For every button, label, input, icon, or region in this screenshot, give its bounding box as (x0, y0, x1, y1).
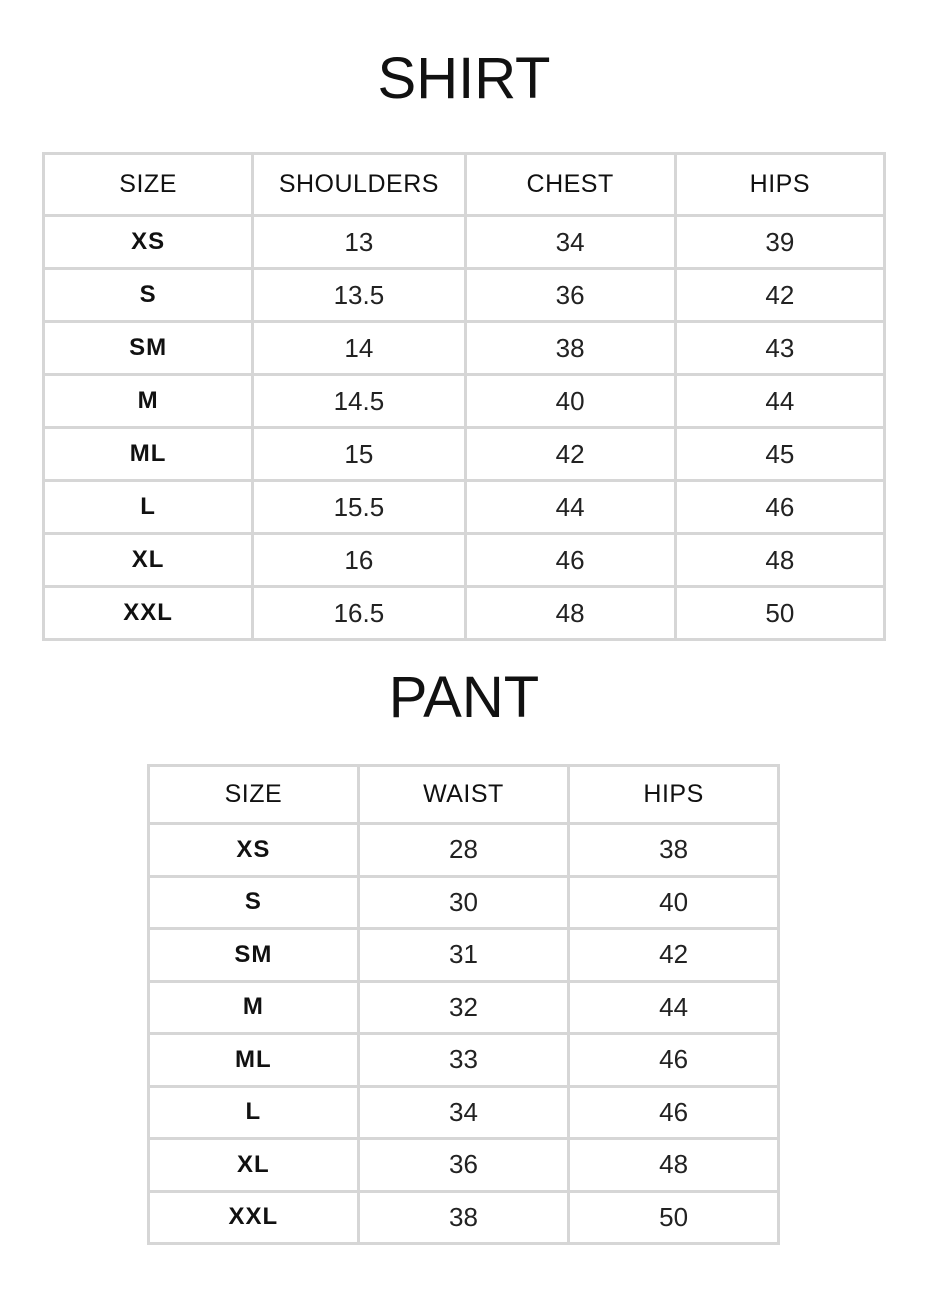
size-cell: SM (41, 320, 255, 376)
measurement-cell: 50 (673, 585, 887, 641)
shirt-size-table: SIZE SHOULDERS CHEST HIPS XS 13 34 39 S 13.5 36 42 S… (41, 152, 887, 641)
measurement-cell: 16 (251, 532, 467, 588)
measurement-cell: 48 (463, 585, 677, 641)
measurement-cell: 44 (567, 979, 780, 1035)
table-row: XS 13 34 39 (41, 214, 887, 270)
size-cell: M (147, 979, 360, 1035)
measurement-cell: 46 (567, 1032, 780, 1088)
size-cell: XXL (41, 585, 255, 641)
measurement-cell: 42 (567, 927, 780, 983)
measurement-cell: 15 (251, 426, 467, 482)
measurement-cell: 36 (463, 267, 677, 323)
measurement-cell: 42 (463, 426, 677, 482)
size-cell: L (41, 479, 255, 535)
size-cell: XS (147, 822, 360, 878)
size-cell: XXL (147, 1189, 360, 1245)
table-row: S 30 40 (147, 874, 780, 930)
measurement-cell: 14 (251, 320, 467, 376)
size-cell: M (41, 373, 255, 429)
measurement-cell: 50 (567, 1189, 780, 1245)
measurement-cell: 48 (673, 532, 887, 588)
size-cell: XL (41, 532, 255, 588)
table-row: ML 15 42 45 (41, 426, 887, 482)
measurement-cell: 38 (567, 822, 780, 878)
measurement-cell: 44 (673, 373, 887, 429)
size-cell: L (147, 1084, 360, 1140)
column-header: SIZE (41, 152, 255, 217)
column-header: HIPS (567, 764, 780, 825)
table-row: S 13.5 36 42 (41, 267, 887, 323)
measurement-cell: 16.5 (251, 585, 467, 641)
measurement-cell: 13.5 (251, 267, 467, 323)
measurement-cell: 31 (356, 927, 571, 983)
table-row: XXL 16.5 48 50 (41, 585, 887, 641)
header-row: SIZE SHOULDERS CHEST HIPS (41, 152, 887, 217)
header-row: SIZE WAIST HIPS (147, 764, 780, 825)
column-header: HIPS (673, 152, 887, 217)
measurement-cell: 38 (463, 320, 677, 376)
measurement-cell: 42 (673, 267, 887, 323)
measurement-cell: 15.5 (251, 479, 467, 535)
column-header: WAIST (356, 764, 571, 825)
shirt-title: SHIRT (377, 46, 551, 111)
table-row: XL 36 48 (147, 1137, 780, 1193)
table-row: XL 16 46 48 (41, 532, 887, 588)
measurement-cell: 38 (356, 1189, 571, 1245)
measurement-cell: 44 (463, 479, 677, 535)
measurement-cell: 30 (356, 874, 571, 930)
size-cell: XS (41, 214, 255, 270)
measurement-cell: 36 (356, 1137, 571, 1193)
measurement-cell: 46 (463, 532, 677, 588)
measurement-cell: 43 (673, 320, 887, 376)
measurement-cell: 28 (356, 822, 571, 878)
measurement-cell: 32 (356, 979, 571, 1035)
size-cell: ML (41, 426, 255, 482)
table-row: ML 33 46 (147, 1032, 780, 1088)
measurement-cell: 48 (567, 1137, 780, 1193)
table-row: SM 31 42 (147, 927, 780, 983)
table-row: L 34 46 (147, 1084, 780, 1140)
table-row: SM 14 38 43 (41, 320, 887, 376)
table-row: M 32 44 (147, 979, 780, 1035)
table-row: XS 28 38 (147, 822, 780, 878)
measurement-cell: 40 (463, 373, 677, 429)
pant-size-table: SIZE WAIST HIPS XS 28 38 S 30 40 SM 31 42 M 32 44 ML 33 4… (147, 764, 780, 1245)
measurement-cell: 39 (673, 214, 887, 270)
measurement-cell: 14.5 (251, 373, 467, 429)
column-header: SHOULDERS (251, 152, 467, 217)
table-row: XXL 38 50 (147, 1189, 780, 1245)
table-row: M 14.5 40 44 (41, 373, 887, 429)
measurement-cell: 45 (673, 426, 887, 482)
measurement-cell: 46 (567, 1084, 780, 1140)
measurement-cell: 13 (251, 214, 467, 270)
column-header: SIZE (147, 764, 360, 825)
measurement-cell: 33 (356, 1032, 571, 1088)
size-cell: ML (147, 1032, 360, 1088)
table-row: L 15.5 44 46 (41, 479, 887, 535)
size-cell: XL (147, 1137, 360, 1193)
size-cell: SM (147, 927, 360, 983)
measurement-cell: 34 (463, 214, 677, 270)
size-cell: S (41, 267, 255, 323)
measurement-cell: 40 (567, 874, 780, 930)
column-header: CHEST (463, 152, 677, 217)
size-cell: S (147, 874, 360, 930)
measurement-cell: 34 (356, 1084, 571, 1140)
measurement-cell: 46 (673, 479, 887, 535)
pant-title: PANT (388, 665, 540, 730)
